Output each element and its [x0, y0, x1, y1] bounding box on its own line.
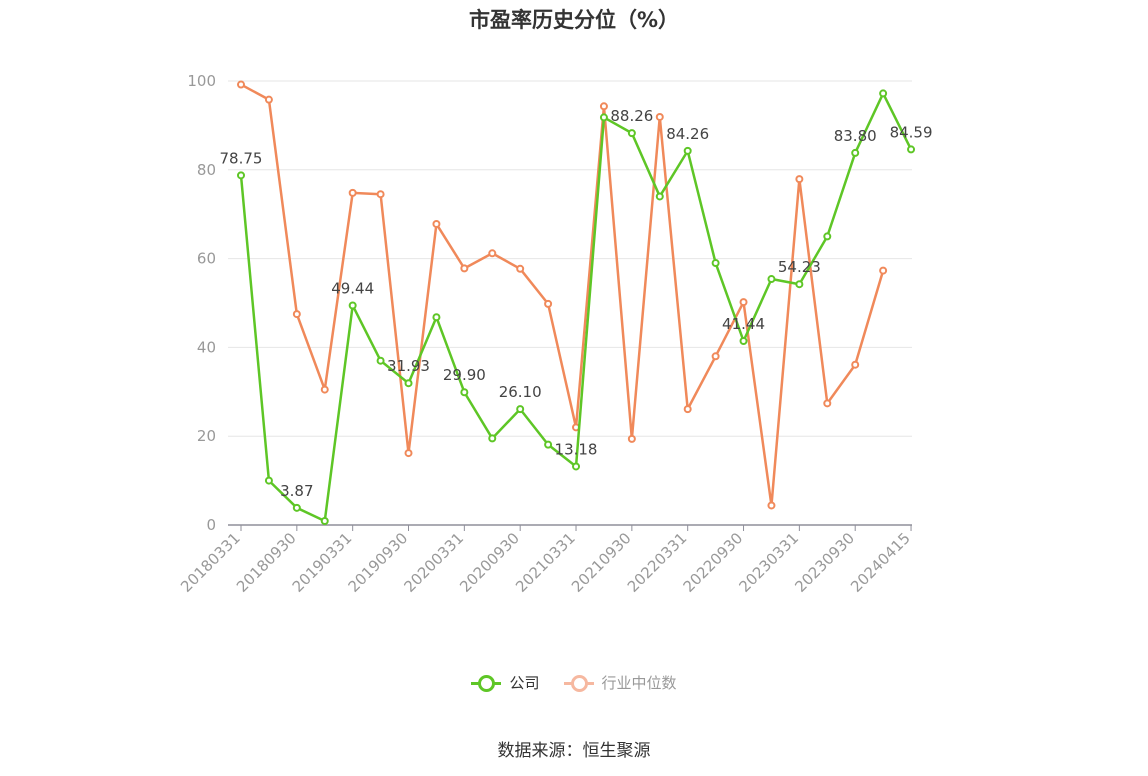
point-industry-20180930: [292, 310, 301, 319]
point-company-20180930: [292, 503, 301, 512]
point-company-20200630: [488, 434, 497, 443]
point-industry-20200331: [460, 264, 469, 273]
point-company-20191231: [432, 313, 441, 322]
point-company-20190331: [348, 301, 357, 310]
x-tick-label-20230930: 20230930: [791, 529, 858, 596]
point-industry-20221231: [767, 501, 776, 510]
point-company-20200331: [460, 388, 469, 397]
y-tick-label-60: 60: [197, 250, 216, 268]
point-industry-20230930: [851, 360, 860, 369]
x-tick-label-20180331: 20180331: [177, 529, 244, 596]
point-company-20230930: [851, 148, 860, 157]
data-label-20180331: 78.75: [220, 149, 263, 167]
point-company-20220630: [711, 259, 720, 268]
point-industry-20220331: [683, 405, 692, 414]
data-label-20200331: 29.90: [443, 366, 486, 384]
data-label-20210331: 13.18: [555, 440, 598, 458]
x-tick-label-20180930: 20180930: [233, 529, 300, 596]
point-industry-20210930: [627, 434, 636, 443]
legend-company-swatch: [471, 674, 502, 692]
point-company-20220930: [739, 337, 748, 346]
data-label-20210930: 88.26: [610, 107, 653, 125]
data-label-20180930: 3.87: [280, 482, 313, 500]
y-tick-label-100: 100: [187, 72, 216, 90]
axes: 0 20 40 60 80 100 2018033120180930201903312019…: [177, 72, 914, 596]
data-label-20240415: 84.59: [890, 123, 933, 141]
point-industry-20231231: [879, 266, 888, 275]
point-industry-20190930: [404, 449, 413, 458]
data-labels: 78.75 3.87 49.44 31.93 29.90 26.10 13.18 88.26 8…: [220, 107, 933, 500]
point-company-20211231: [655, 192, 664, 201]
x-tick-label-20200930: 20200930: [456, 529, 523, 596]
point-company-20231231: [879, 89, 888, 98]
data-source-note: 数据来源：恒生聚源: [497, 741, 651, 761]
legend-item-industry[interactable]: 行业中位数: [563, 672, 677, 693]
point-company-20220331: [683, 146, 692, 155]
legend-company-label: 公司: [509, 674, 540, 692]
x-tick-label-20230331: 20230331: [735, 529, 802, 596]
series: [237, 80, 916, 526]
point-company-20210930: [627, 129, 636, 138]
point-company-20190930: [404, 379, 413, 388]
series-line-industry: [240, 83, 885, 507]
y-tick-label-0: 0: [206, 516, 216, 534]
x-tick-label-20190930: 20190930: [345, 529, 412, 596]
data-label-20190331: 49.44: [331, 279, 374, 297]
data-label-20190930: 31.93: [387, 357, 430, 375]
point-industry-20211231: [655, 112, 664, 121]
point-company-20181231: [320, 517, 329, 526]
point-company-20180630: [264, 476, 273, 485]
point-company-20210331: [572, 462, 581, 471]
point-company-20230630: [823, 232, 832, 241]
point-industry-20200630: [488, 249, 497, 258]
legend: 公司 行业中位数: [0, 672, 1148, 693]
point-company-20230331: [795, 280, 804, 289]
point-industry-20230630: [823, 399, 832, 408]
point-industry-20181231: [320, 385, 329, 394]
point-company-20240415: [907, 145, 916, 154]
point-company-20190630: [376, 356, 385, 365]
legend-industry-label: 行业中位数: [601, 674, 677, 692]
point-company-20201231: [544, 440, 553, 449]
point-company-20221231: [767, 275, 776, 284]
x-tick-label-20190331: 20190331: [289, 529, 356, 596]
x-tick-label-20220331: 20220331: [624, 529, 691, 596]
point-industry-20190331: [348, 188, 357, 197]
point-industry-20180630: [264, 95, 273, 104]
point-industry-20210630: [599, 102, 608, 111]
data-label-20220331: 84.26: [666, 125, 709, 143]
y-tick-label-40: 40: [197, 338, 216, 356]
data-label-20200930: 26.10: [499, 383, 542, 401]
legend-item-company[interactable]: 公司: [471, 672, 540, 693]
y-tick-label-20: 20: [197, 427, 216, 445]
point-company-20180331: [237, 171, 245, 180]
point-industry-20190630: [376, 190, 385, 199]
data-label-20230930: 83.80: [834, 127, 877, 145]
line-chart: 0 20 40 60 80 100 2018033120180930201903312019…: [177, 72, 933, 596]
y-tick-label-80: 80: [197, 161, 216, 179]
legend-industry-swatch: [563, 674, 594, 692]
point-industry-20230331: [795, 175, 804, 184]
point-industry-20191231: [432, 219, 441, 228]
point-company-20210630: [599, 113, 608, 122]
point-industry-20201231: [544, 299, 553, 308]
point-industry-20200930: [516, 264, 525, 273]
data-label-20230331: 54.23: [778, 258, 821, 276]
data-label-20220930: 41.44: [722, 315, 765, 333]
x-tick-label-20240415: 20240415: [847, 529, 914, 596]
point-industry-20220930: [739, 298, 748, 307]
grid-lines: [228, 80, 912, 437]
chart-title: 市盈率历史分位（%）: [468, 8, 680, 32]
point-company-20200930: [516, 405, 525, 414]
x-tick-label-20200331: 20200331: [400, 529, 467, 596]
point-industry-20180331: [237, 80, 245, 89]
x-tick-label-20210331: 20210331: [512, 529, 579, 596]
x-tick-label-20220930: 20220930: [680, 529, 747, 596]
point-industry-20220630: [711, 352, 720, 361]
x-tick-label-20210930: 20210930: [568, 529, 635, 596]
